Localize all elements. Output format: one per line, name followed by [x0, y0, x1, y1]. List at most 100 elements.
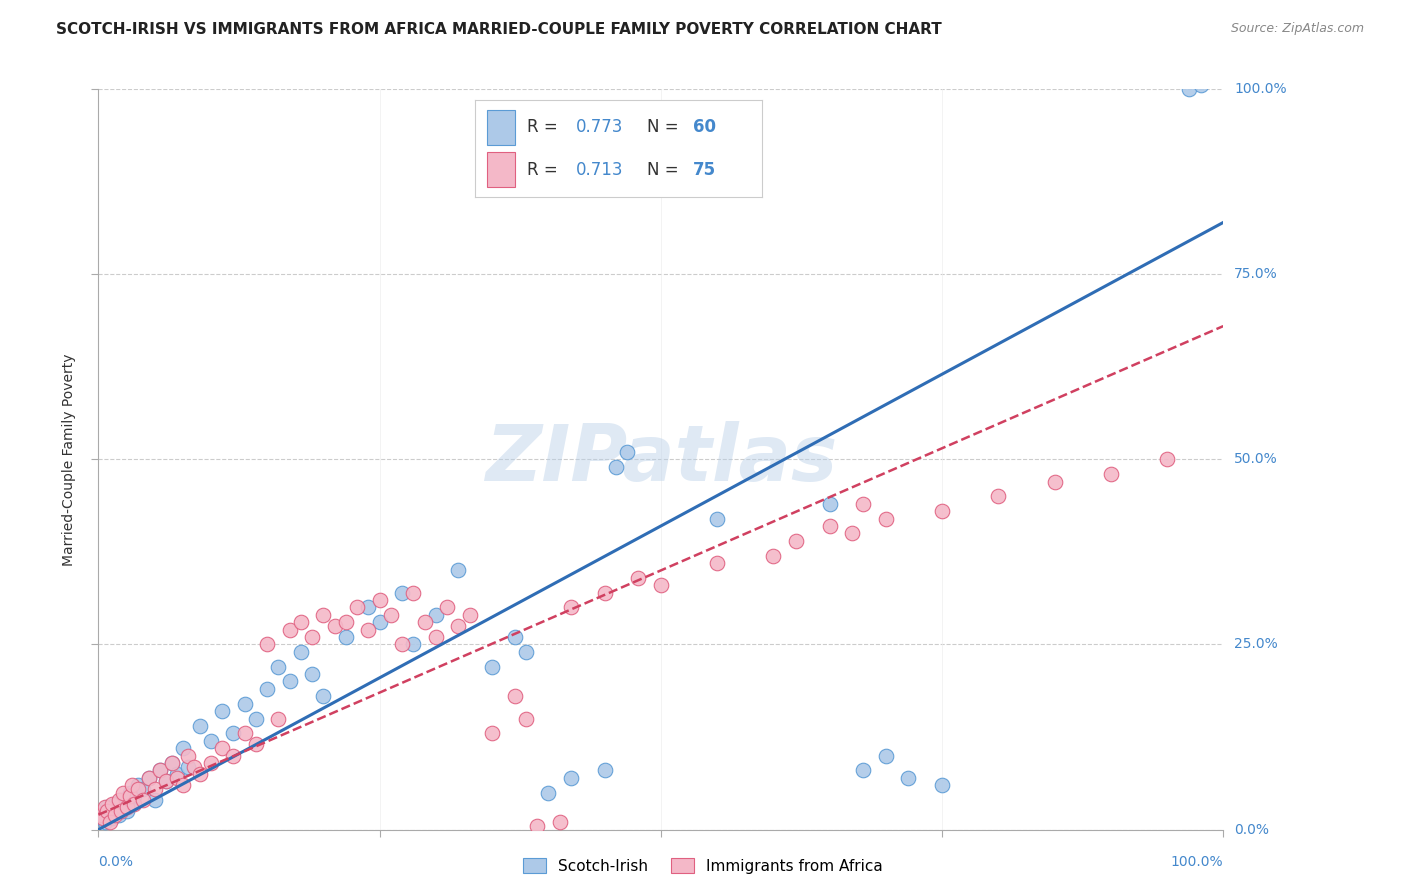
Point: [335, 615, 357, 630]
Point: [107, 793, 129, 807]
Point: [605, 459, 627, 474]
Point: [627, 571, 650, 585]
Point: [560, 771, 582, 785]
Point: [124, 789, 146, 804]
Text: 75.0%: 75.0%: [1234, 268, 1278, 281]
Point: [177, 748, 200, 763]
Point: [91, 807, 114, 822]
Point: [222, 726, 245, 740]
Point: [346, 600, 368, 615]
Point: [188, 767, 211, 781]
Point: [503, 630, 526, 644]
Point: [458, 607, 481, 622]
Point: [323, 619, 346, 633]
Point: [931, 504, 953, 518]
Point: [447, 619, 470, 633]
Point: [160, 756, 183, 770]
Point: [112, 786, 135, 800]
Point: [166, 767, 188, 781]
Point: [1099, 467, 1122, 482]
Point: [127, 781, 149, 796]
Point: [290, 615, 312, 630]
Point: [160, 756, 183, 770]
Point: [436, 600, 458, 615]
Point: [447, 564, 470, 578]
Point: [818, 519, 841, 533]
Point: [368, 615, 391, 630]
Point: [256, 637, 278, 651]
Point: [132, 793, 155, 807]
Point: [115, 800, 138, 814]
Point: [515, 712, 537, 726]
Text: 50.0%: 50.0%: [1234, 452, 1278, 467]
Point: [425, 630, 447, 644]
Point: [211, 704, 233, 718]
Point: [875, 511, 897, 525]
Point: [785, 533, 807, 548]
Text: Source: ZipAtlas.com: Source: ZipAtlas.com: [1230, 22, 1364, 36]
Point: [104, 797, 127, 811]
Point: [357, 623, 380, 637]
Point: [402, 585, 425, 599]
Point: [233, 726, 256, 740]
Point: [548, 815, 571, 830]
Point: [222, 748, 245, 763]
Point: [96, 800, 118, 814]
Point: [138, 771, 160, 785]
Point: [1189, 78, 1212, 93]
Point: [124, 797, 146, 811]
Point: [183, 759, 205, 773]
Point: [560, 600, 582, 615]
Point: [98, 804, 121, 818]
Point: [650, 578, 672, 592]
Point: [155, 774, 177, 789]
Point: [200, 733, 222, 747]
Point: [96, 804, 118, 818]
Point: [155, 774, 177, 789]
Point: [143, 781, 166, 796]
Point: [481, 726, 503, 740]
Point: [90, 812, 112, 826]
Point: [118, 786, 141, 800]
Point: [121, 778, 143, 792]
Point: [380, 607, 402, 622]
Point: [115, 804, 138, 818]
Point: [335, 630, 357, 644]
Point: [245, 738, 267, 752]
Text: 100.0%: 100.0%: [1234, 82, 1286, 96]
Y-axis label: Married-Couple Family Poverty: Married-Couple Family Poverty: [62, 353, 76, 566]
Point: [107, 807, 129, 822]
Text: ZIPatlas: ZIPatlas: [485, 421, 837, 498]
Point: [616, 445, 638, 459]
Point: [121, 797, 143, 811]
Point: [278, 623, 301, 637]
Point: [301, 630, 323, 644]
Point: [127, 778, 149, 792]
Point: [402, 637, 425, 651]
Point: [101, 797, 124, 811]
Point: [188, 719, 211, 733]
Point: [166, 771, 188, 785]
Point: [391, 637, 413, 651]
Point: [211, 741, 233, 756]
Point: [312, 607, 335, 622]
Point: [110, 804, 132, 818]
Point: [245, 712, 267, 726]
Point: [118, 789, 141, 804]
Point: [1156, 452, 1178, 467]
Text: 0.0%: 0.0%: [98, 855, 134, 869]
Point: [413, 615, 436, 630]
Point: [852, 764, 875, 778]
Point: [112, 800, 135, 814]
Point: [267, 659, 290, 673]
Point: [526, 819, 548, 833]
Text: 25.0%: 25.0%: [1234, 638, 1278, 651]
Point: [762, 549, 785, 563]
Point: [94, 815, 117, 830]
Point: [1178, 82, 1201, 96]
Point: [172, 741, 194, 756]
Point: [256, 681, 278, 696]
Point: [200, 756, 222, 770]
Point: [94, 800, 117, 814]
Point: [301, 667, 323, 681]
